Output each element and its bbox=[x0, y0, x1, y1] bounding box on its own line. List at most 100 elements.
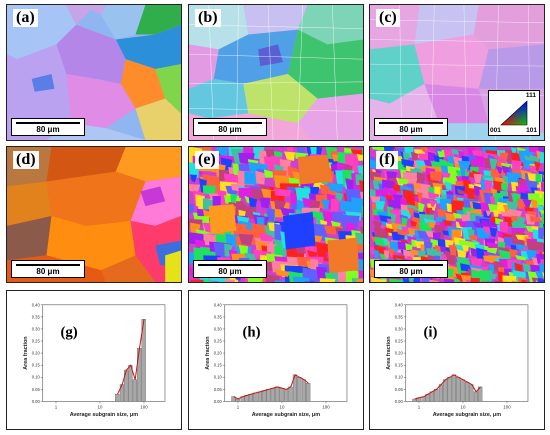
y-tick-label: 0.00 bbox=[214, 399, 223, 404]
scale-bar-b: 80 μm bbox=[193, 118, 267, 136]
histogram-bar bbox=[473, 391, 478, 402]
histogram-bar bbox=[279, 387, 284, 402]
panel-label-f: (f) bbox=[376, 151, 398, 169]
x-tick-label: 1 bbox=[418, 404, 421, 409]
y-tick-label: 0.35 bbox=[395, 314, 404, 319]
histogram-bar bbox=[137, 348, 142, 402]
ipf-legend-101: 101 bbox=[526, 127, 537, 134]
histogram-bar bbox=[443, 379, 448, 402]
panel-c: (c) 80 μm 111 001 101 bbox=[369, 4, 545, 141]
histogram-bar bbox=[128, 365, 133, 402]
y-tick-label: 0.25 bbox=[395, 339, 404, 344]
y-tick-label: 0.00 bbox=[32, 399, 41, 404]
y-tick-label: 0.20 bbox=[214, 351, 223, 356]
x-tick-label: 100 bbox=[503, 404, 511, 409]
histogram-chart-h: 0.00 0.05 0.10 0.15 0.20 0.25 0.30 0.35 0.40 1 10 1… bbox=[205, 302, 348, 418]
panel-e: (e) 80 μm bbox=[188, 146, 364, 283]
histogram-bar bbox=[297, 377, 302, 402]
histogram-bar bbox=[306, 383, 311, 402]
y-tick-label: 0.00 bbox=[395, 399, 404, 404]
plot-area bbox=[224, 304, 348, 402]
plot-area bbox=[42, 304, 166, 402]
x-axis-label: Average subgrain size, μm bbox=[433, 412, 501, 418]
x-tick-label: 10 bbox=[98, 404, 103, 409]
panel-b: (b) 80 μm bbox=[188, 4, 364, 141]
scale-bar-f: 80 μm bbox=[374, 260, 448, 278]
histogram-panel-i: 0.00 0.05 0.10 0.15 0.20 0.25 0.30 0.35 0.40 1 10 1… bbox=[369, 290, 545, 430]
y-tick-label: 0.40 bbox=[32, 302, 41, 307]
ipf-legend-001: 001 bbox=[490, 127, 501, 134]
panel-label: (g) bbox=[60, 324, 77, 340]
panel-label-b: (b) bbox=[195, 9, 221, 27]
histogram-bar bbox=[275, 386, 280, 402]
ipf-map-a bbox=[7, 5, 181, 140]
grain-map-d bbox=[7, 147, 181, 282]
y-tick-label: 0.15 bbox=[32, 363, 41, 368]
y-tick-label: 0.10 bbox=[32, 375, 41, 380]
y-tick-label: 0.10 bbox=[395, 375, 404, 380]
histogram-bar bbox=[231, 396, 236, 402]
histogram-bar bbox=[132, 379, 137, 402]
distribution-line bbox=[233, 374, 309, 400]
ipf-triangle-icon bbox=[500, 100, 528, 126]
histogram-bar bbox=[434, 389, 439, 402]
histogram-bar bbox=[412, 398, 417, 402]
ipf-legend-111: 111 bbox=[525, 92, 536, 99]
histogram-bar bbox=[456, 377, 461, 402]
histogram-bar bbox=[270, 387, 275, 402]
y-tick-label: 0.30 bbox=[32, 326, 41, 331]
histogram-bar bbox=[451, 374, 456, 402]
histogram-panel-g: 0.00 0.05 0.10 0.15 0.20 0.25 0.30 0.35 0.40 1 10 1… bbox=[6, 290, 182, 430]
x-tick-label: 1 bbox=[55, 404, 58, 409]
histogram-chart-g: 0.00 0.05 0.10 0.15 0.20 0.25 0.30 0.35 0.40 1 10 1… bbox=[23, 302, 166, 418]
panel-a: (a) 80 μm bbox=[6, 4, 182, 141]
y-tick-label: 0.35 bbox=[214, 314, 223, 319]
y-tick-label: 0.15 bbox=[214, 363, 223, 368]
y-tick-label: 0.10 bbox=[214, 375, 223, 380]
y-tick-label: 0.30 bbox=[214, 326, 223, 331]
y-tick-label: 0.25 bbox=[32, 339, 41, 344]
histogram-bar bbox=[460, 379, 465, 402]
distribution-line bbox=[117, 319, 145, 395]
histogram-bar bbox=[301, 379, 306, 402]
scale-bar-e: 80 μm bbox=[193, 260, 267, 278]
y-tick-label: 0.30 bbox=[395, 326, 404, 331]
histogram-bar bbox=[465, 381, 470, 402]
distribution-line bbox=[414, 374, 481, 400]
ipf-color-legend: 111 001 101 bbox=[488, 90, 540, 136]
x-tick-label: 100 bbox=[140, 404, 148, 409]
histogram-bar bbox=[447, 377, 452, 402]
panel-label: (h) bbox=[242, 324, 260, 340]
histogram-bar bbox=[284, 389, 289, 402]
panel-label-a: (a) bbox=[13, 9, 38, 27]
x-axis-label: Average subgrain size, μm bbox=[252, 412, 320, 418]
panel-f: (f) 80 μm bbox=[369, 146, 545, 283]
scale-bar-d: 80 μm bbox=[11, 260, 85, 278]
histogram-bar bbox=[288, 386, 293, 402]
histogram-bar bbox=[248, 394, 253, 402]
panel-label-e: (e) bbox=[195, 151, 219, 169]
y-tick-label: 0.35 bbox=[32, 314, 41, 319]
histogram-bar bbox=[262, 390, 267, 402]
y-tick-label: 0.15 bbox=[395, 363, 404, 368]
histogram-chart-i: 0.00 0.05 0.10 0.15 0.20 0.25 0.30 0.35 0.40 1 10 1… bbox=[386, 302, 529, 418]
y-axis-label: Area fraction bbox=[23, 336, 29, 369]
y-axis-label: Area fraction bbox=[386, 336, 392, 369]
x-tick-label: 10 bbox=[461, 404, 466, 409]
y-tick-label: 0.25 bbox=[214, 339, 223, 344]
histogram-bar bbox=[266, 389, 271, 402]
scale-bar-a: 80 μm bbox=[11, 118, 85, 136]
y-tick-label: 0.40 bbox=[214, 302, 223, 307]
histogram-bar bbox=[438, 384, 443, 402]
panel-d: (d) 80 μm bbox=[6, 146, 182, 283]
ipf-map-b bbox=[189, 5, 363, 140]
x-tick-label: 1 bbox=[237, 404, 240, 409]
histogram-bar bbox=[253, 392, 258, 402]
y-tick-label: 0.40 bbox=[395, 302, 404, 307]
x-axis-label: Average subgrain size, μm bbox=[70, 412, 138, 418]
panel-label: (i) bbox=[423, 324, 437, 340]
y-tick-label: 0.05 bbox=[214, 387, 223, 392]
x-tick-label: 100 bbox=[322, 404, 330, 409]
histogram-bar bbox=[115, 394, 120, 402]
histogram-panel-h: 0.00 0.05 0.10 0.15 0.20 0.25 0.30 0.35 0.40 1 10 1… bbox=[188, 290, 364, 430]
